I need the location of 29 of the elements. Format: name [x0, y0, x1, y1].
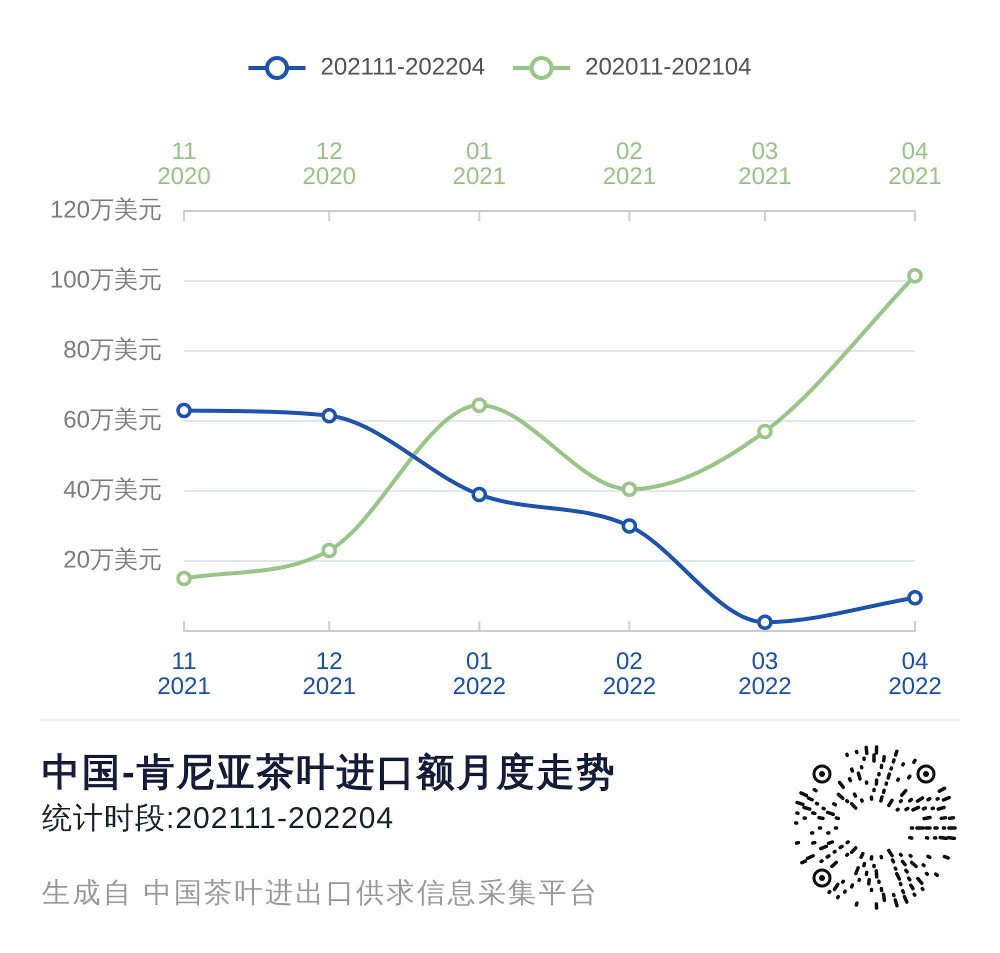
x2-tick-label: 12 2020 [302, 138, 356, 190]
point [757, 614, 773, 630]
y-tick-label: 100万美元 [50, 266, 162, 294]
text: 中国-肯尼亚茶叶进口额月度走势 [42, 751, 617, 796]
x-tick-label: 01 2022 [452, 648, 506, 700]
x2-tick-label: 01 2021 [452, 138, 506, 190]
x-tick-label: 03 2022 [738, 648, 792, 700]
y-tick-label: 120万美元 [50, 196, 162, 224]
text: 统计时段:202111-202204 [42, 801, 394, 837]
y-tick-label: 80万美元 [63, 336, 162, 364]
x2-tick-label: 03 2021 [738, 138, 792, 190]
x-tick-label: 02 2022 [602, 648, 656, 700]
x-tick-label: 11 2021 [157, 648, 211, 700]
point [907, 590, 923, 606]
point [176, 402, 192, 418]
point [321, 408, 337, 424]
point [472, 486, 488, 502]
x-tick-label: 12 2021 [302, 648, 356, 700]
legend-label: 202111-202204 [320, 54, 486, 81]
y-tick-label: 60万美元 [63, 406, 162, 434]
legend-label: 202011-202104 [585, 54, 752, 81]
x2-tick-label: 04 2021 [888, 138, 942, 190]
x2-tick-label: 02 2021 [602, 138, 656, 190]
y-tick-label: 40万美元 [63, 476, 162, 504]
x2-tick-label: 11 2020 [157, 138, 211, 190]
point [622, 518, 638, 534]
y-tick-label: 20万美元 [63, 546, 162, 574]
text: 生成自 中国茶叶进出口供求信息采集平台 [42, 876, 600, 910]
x-tick-label: 04 2022 [888, 648, 942, 700]
